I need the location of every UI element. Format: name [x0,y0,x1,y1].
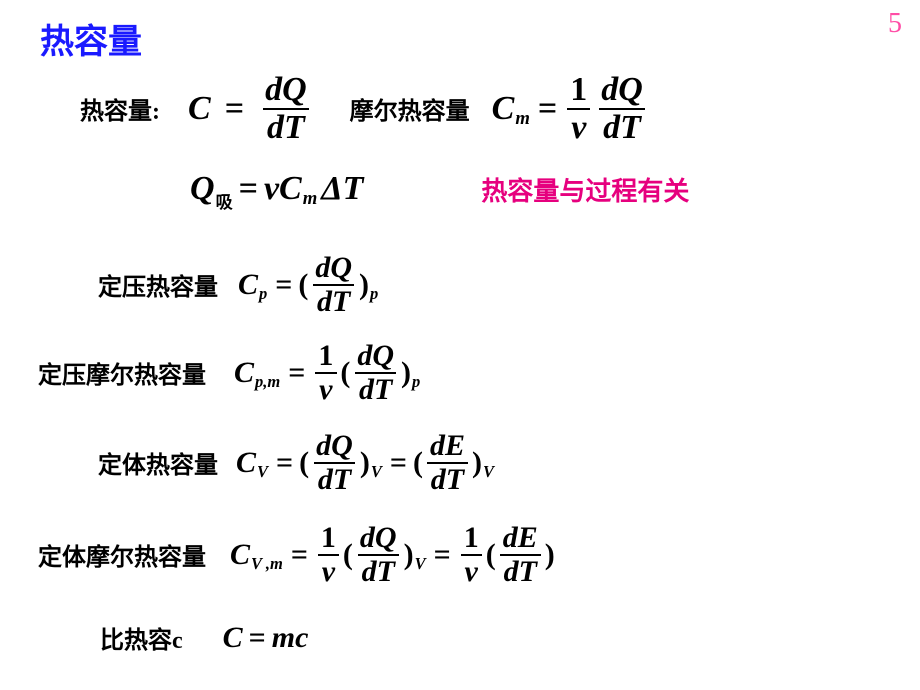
num-dQ: dQ [261,72,311,108]
sym-nu: ν [264,170,279,208]
eq-q-absorbed: Q 吸 = ν C m ΔT [190,170,363,208]
cpm-outer-sub: p [412,372,420,392]
cv-num2: dE [426,430,469,462]
label-cpm: 定压摩尔热容量 [38,355,206,390]
label-cv: 定体热容量 [98,445,218,480]
cvm-den1: dT [358,554,399,588]
sym-deltaT: ΔT [321,170,363,208]
label-cp: 定压热容量 [98,267,218,302]
den-nu: ν [567,108,590,146]
label-molar-heat-capacity: 摩尔热容量 [350,91,470,126]
cvm-sub1: V [415,554,426,574]
cvm-1a: 1 [317,522,340,554]
eq-cm: C m = 1 ν dQ dT [492,72,650,145]
sym-Cm-sub: m [515,108,530,130]
eq-cp: C p = ( dQ dT ) p [238,252,380,317]
page-number: 5 [888,8,902,40]
row-heat-capacity-defs: 热容量: C = dQ dT 摩尔热容量 C m = 1 ν dQ dT [80,72,900,145]
sym-Cpm-sub: p,m [255,372,280,392]
sym-Cvm-sub: V ,m [251,554,283,574]
page-title: 热容量 [40,14,142,63]
sym-Cm-C: C [492,90,515,128]
cp-num: dQ [311,252,356,284]
sym-mc: mc [272,621,309,655]
sym-Q-sub: 吸 [216,188,233,213]
cpm-nu: ν [315,372,336,406]
cv-den2: dT [427,462,468,496]
row-cvm: 定体摩尔热容量 C V ,m = 1 ν ( dQ dT ) V = 1 ν (… [38,522,555,587]
sym-C2: C [279,170,302,208]
cv-den1: dT [314,462,355,496]
row-cp: 定压热容量 C p = ( dQ dT ) p [98,252,380,317]
den-dT2: dT [599,108,645,146]
row-specific-heat: 比热容c C = mc [100,620,308,655]
cv-sub2: V [483,462,494,482]
cvm-den2: dT [500,554,541,588]
cp-den: dT [313,284,354,318]
cpm-num: dQ [353,340,398,372]
row-q-absorbed: Q 吸 = ν C m ΔT 热容量与过程有关 [190,170,890,208]
label-specific-heat: 比热容c [100,620,183,655]
eq-cv: C V = ( dQ dT ) V = ( dE dT ) V [236,430,496,495]
eq-cvm: C V ,m = 1 ν ( dQ dT ) V = 1 ν ( dE dT ) [230,522,555,587]
label-cvm: 定体摩尔热容量 [38,537,206,572]
eq-c-dqdt: C = dQ dT [188,72,314,145]
cv-sub1: V [371,462,382,482]
row-cpm: 定压摩尔热容量 C p,m = 1 ν ( dQ dT ) p [38,340,422,405]
sym-Cv-sub: V [257,462,268,482]
sym-Cvm-C: C [230,538,250,572]
cpm-den: dT [355,372,396,406]
eq-cpm: C p,m = 1 ν ( dQ dT ) p [234,340,422,405]
cp-outer-sub: p [370,284,378,304]
sym-Cv-C: C [236,446,256,480]
sym-Cp-C: C [238,268,258,302]
sym-Cp-sub: p [259,284,267,304]
cvm-nub: ν [461,554,482,588]
row-cv: 定体热容量 C V = ( dQ dT ) V = ( dE dT ) V [98,430,496,495]
sym-Cpm-C: C [234,356,254,390]
cvm-num2: dE [499,522,542,554]
cvm-num1: dQ [356,522,401,554]
sym-C2-sub: m [303,188,318,210]
cpm-1: 1 [314,340,337,372]
sym-Q: Q [190,170,215,208]
label-heat-capacity: 热容量: [80,91,160,126]
num-1: 1 [566,72,591,108]
sym-C-sh: C [223,621,243,655]
cv-num1: dQ [312,430,357,462]
den-dT: dT [263,108,309,146]
sym-C: C [188,90,211,128]
eq-specific-heat: C = mc [223,621,309,655]
cvm-1b: 1 [460,522,483,554]
cvm-nua: ν [318,554,339,588]
note-process-dependent: 热容量与过程有关 [481,171,689,208]
num-dQ2: dQ [597,72,647,108]
